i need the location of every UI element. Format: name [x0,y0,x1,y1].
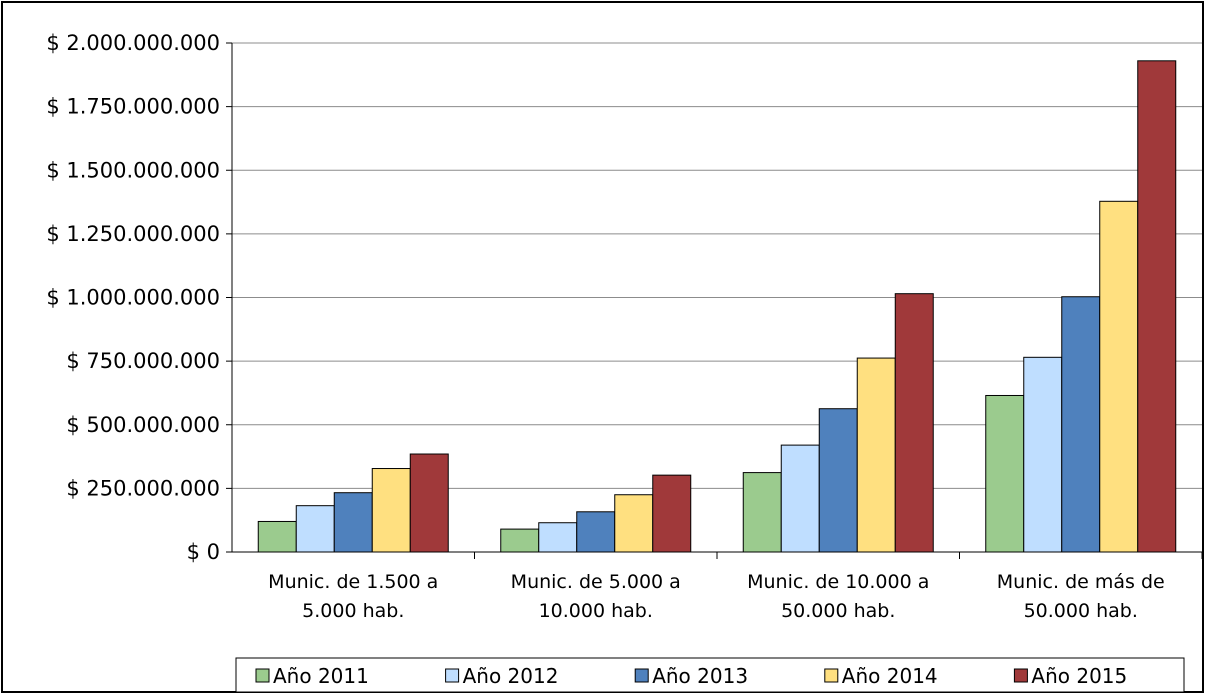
bar [295,505,335,553]
bar [1023,356,1063,553]
bar [500,528,540,553]
bar [1061,296,1101,553]
legend-label: Año 2015 [1031,664,1127,688]
legend-swatch [255,668,270,683]
x-tick-label: Munic. de 1.500 a [268,571,438,593]
bar [894,293,934,553]
y-tick-label: $ 2.000.000.000 [46,31,220,55]
legend-swatch [634,668,649,683]
y-tick-label: $ 750.000.000 [66,349,220,373]
y-tick-label: $ 1.000.000.000 [46,286,220,310]
bar [333,492,373,553]
bar [818,408,858,553]
legend-label: Año 2014 [842,664,938,688]
x-tick-label: Munic. de más de [997,571,1165,593]
y-axis: $ 0 $ 250.000.000 $ 500.000.000 $ 750.000.0… [46,31,233,564]
x-tick-label: 5.000 hab. [302,600,404,622]
legend-swatch [445,668,460,683]
y-tick-label: $ 1.500.000.000 [46,158,220,182]
bar [742,472,782,553]
bar [409,453,449,553]
bar [1137,60,1177,553]
x-tick-label: Munic. de 10.000 a [747,571,929,593]
bar [257,520,297,553]
y-tick-label: $ 1.750.000.000 [46,95,220,119]
legend: Año 2011 Año 2012 Año 2013 Año 2014 Año 2015 [235,657,1185,693]
y-tick-label: $ 0 [187,540,220,564]
bar [652,474,692,553]
bar [1099,200,1139,553]
y-tick-label: $ 500.000.000 [66,413,220,437]
y-tick-label: $ 1.250.000.000 [46,222,220,246]
x-tick-label: Munic. de 5.000 a [511,571,681,593]
x-axis: Munic. de 1.500 a 5.000 hab. Munic. de 5.0… [232,551,1203,622]
bar [538,522,578,553]
legend-label: Año 2011 [273,664,369,688]
legend-swatch [824,668,839,683]
y-tick-label: $ 250.000.000 [66,476,220,500]
x-tick-label: 50.000 hab. [781,600,895,622]
bar [856,357,896,553]
bar [985,394,1025,553]
bar [780,444,820,553]
legend-label: Año 2012 [463,664,559,688]
x-tick-label: 50.000 hab. [1024,600,1138,622]
bar [614,494,654,553]
legend-label: Año 2013 [652,664,748,688]
x-tick-label: 10.000 hab. [539,600,653,622]
legend-swatch [1013,668,1028,683]
bars [257,60,1177,553]
bar [371,468,411,553]
bar [576,511,616,553]
